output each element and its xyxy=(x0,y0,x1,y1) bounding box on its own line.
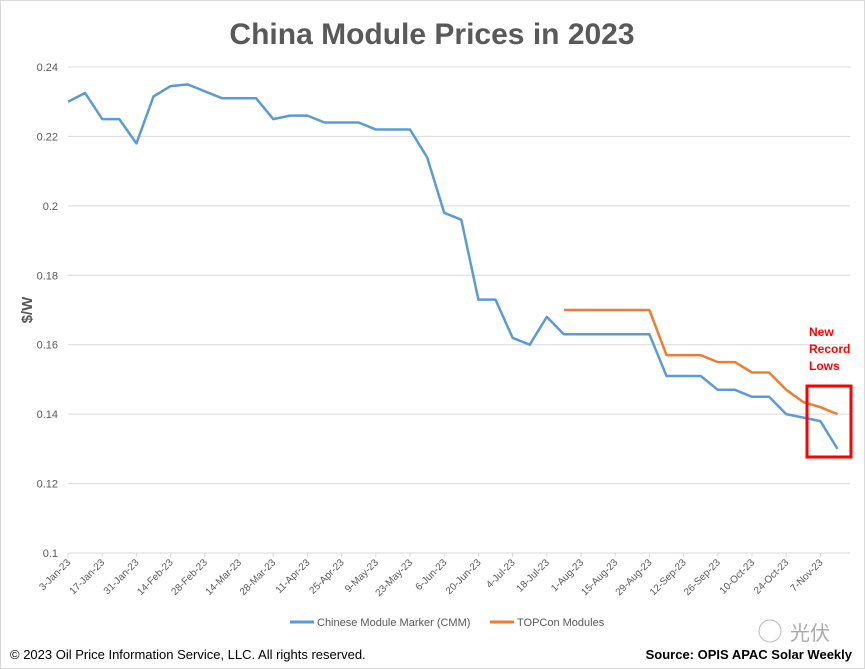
watermark: 光伏 xyxy=(758,619,830,645)
y-tick-label: 0.2 xyxy=(43,201,58,213)
annotation: New Record Lows xyxy=(805,325,853,459)
annotation-line-3: Lows xyxy=(809,359,840,373)
source-text: Source: OPIS APAC Solar Weekly xyxy=(646,647,853,662)
series-line-topcon xyxy=(563,308,838,416)
y-tick-label: 0.1 xyxy=(43,548,58,560)
y-tick-label: 0.12 xyxy=(37,479,58,491)
y-tick-label: 0.14 xyxy=(37,409,58,421)
y-axis-label: $/W xyxy=(19,296,36,324)
legend: Chinese Module Marker (CMM) TOPCon Modul… xyxy=(290,617,605,629)
wechat-icon xyxy=(758,619,782,643)
y-tick-label: 0.22 xyxy=(37,131,58,143)
watermark-text: 光伏 xyxy=(790,622,830,645)
y-tick-label: 0.16 xyxy=(37,340,58,352)
series-line-cmm xyxy=(67,83,839,450)
chart-title: China Module Prices in 2023 xyxy=(229,18,634,51)
annotation-box xyxy=(805,384,853,459)
legend-label-topcon: TOPCon Modules xyxy=(517,617,605,629)
y-tick-label: 0.24 xyxy=(37,62,58,74)
annotation-line-2: Record xyxy=(809,342,850,356)
copyright-text: © 2023 Oil Price Information Service, LL… xyxy=(10,647,366,662)
legend-label-cmm: Chinese Module Marker (CMM) xyxy=(317,617,470,629)
annotation-line-1: New xyxy=(809,325,834,339)
y-tick-label: 0.18 xyxy=(37,270,58,282)
